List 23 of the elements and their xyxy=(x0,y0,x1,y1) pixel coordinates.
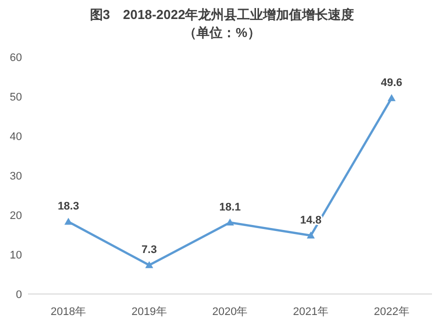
chart-subtitle: （单位：%） xyxy=(184,25,260,40)
point xyxy=(145,261,154,268)
data-label: 18.3 xyxy=(58,200,80,213)
x-tick-label: 2018年 xyxy=(50,306,86,318)
data-label: 18.1 xyxy=(219,202,241,214)
point xyxy=(64,218,72,225)
y-tick-label: 60 xyxy=(10,52,22,64)
point xyxy=(388,94,396,102)
y-tick-label: 10 xyxy=(10,250,22,262)
chart-title: 图3 2018-2022年龙州县工业增加值增长速度 xyxy=(90,7,354,22)
y-tick-label: 0 xyxy=(16,289,22,301)
data-label: 7.3 xyxy=(142,244,157,256)
y-tick-label: 20 xyxy=(10,210,22,222)
point xyxy=(306,232,315,239)
y-tick-label: 40 xyxy=(10,131,22,143)
point xyxy=(226,218,234,226)
y-tick-label: 30 xyxy=(10,170,22,182)
data-label: 49.6 xyxy=(380,77,402,90)
x-tick-label: 2021年 xyxy=(293,306,329,318)
x-tick-label: 2020年 xyxy=(212,306,248,318)
x-tick-label: 2022年 xyxy=(374,306,410,318)
y-tick-label: 50 xyxy=(10,92,22,104)
x-tick-label: 2019年 xyxy=(131,306,167,318)
